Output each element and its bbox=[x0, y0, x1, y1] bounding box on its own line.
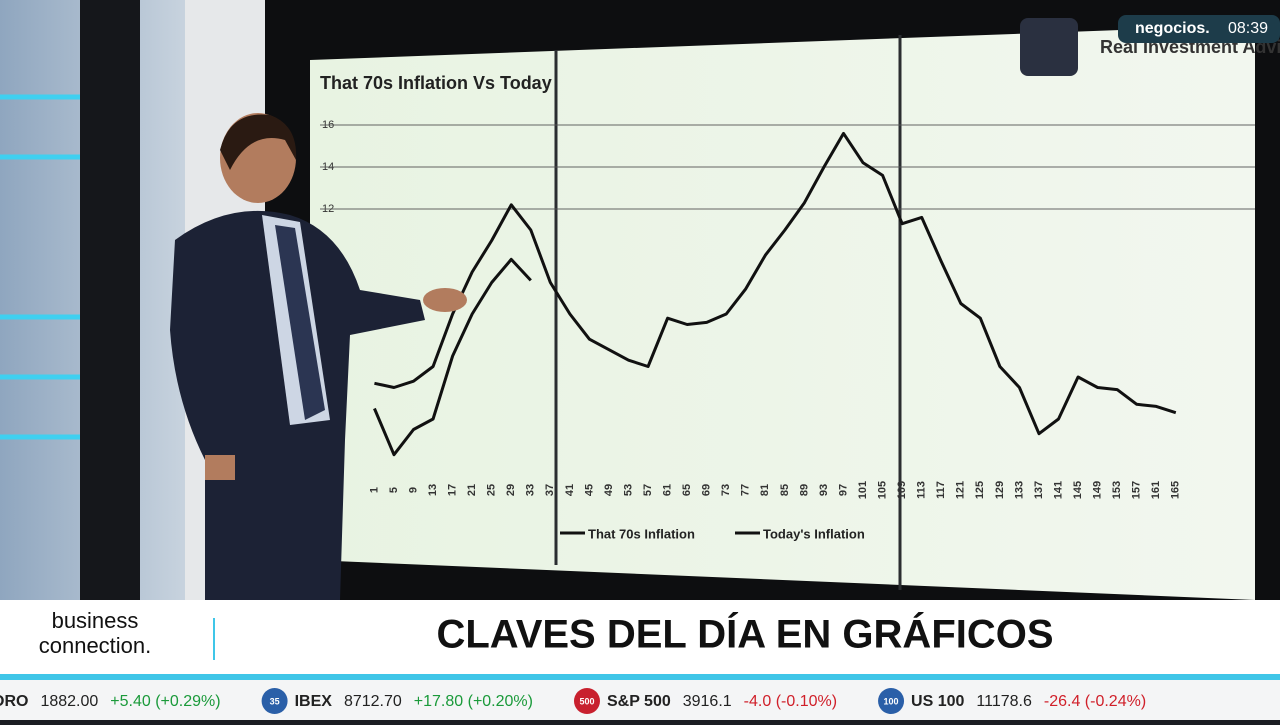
ticker-name: US 100 bbox=[911, 693, 964, 710]
x-tick-label: 93 bbox=[818, 484, 830, 496]
ticker-name: S&P 500 bbox=[607, 693, 671, 710]
x-tick-label: 85 bbox=[779, 484, 791, 496]
ticker-price: 8712.70 bbox=[344, 693, 402, 710]
x-tick-label: 153 bbox=[1111, 481, 1123, 499]
channel-badge bbox=[1118, 15, 1280, 43]
x-tick-label: 105 bbox=[877, 481, 889, 499]
x-tick-label: 125 bbox=[974, 481, 986, 499]
x-tick-label: 97 bbox=[837, 484, 849, 496]
ticker-badge-text: 500 bbox=[579, 696, 594, 706]
ticker-price: 1882.00 bbox=[40, 693, 98, 710]
brand-box: business connection. bbox=[38, 608, 152, 658]
x-tick-label: 25 bbox=[486, 484, 498, 496]
ticker-name: IBEX bbox=[295, 693, 333, 710]
screen-seams bbox=[554, 35, 902, 590]
ticker: ORO 1882.00 +5.40 (+0.29%) 35 IBEX 8712.70 +17… bbox=[0, 688, 1146, 714]
ticker-price: 3916.1 bbox=[683, 693, 732, 710]
x-tick-label: 21 bbox=[466, 484, 478, 496]
x-tick-label: 101 bbox=[857, 481, 869, 499]
x-tick-label: 165 bbox=[1170, 481, 1182, 499]
x-tick-label: 49 bbox=[603, 484, 615, 496]
x-tick-label: 81 bbox=[759, 484, 771, 496]
ticker-badge bbox=[878, 688, 905, 714]
x-tick-label: 89 bbox=[798, 484, 810, 496]
channel-name: negocios. bbox=[1135, 20, 1210, 37]
ticker-change: +5.40 (+0.29%) bbox=[110, 693, 220, 710]
legend-label: That 70s Inflation bbox=[588, 526, 695, 541]
x-tick-label: 157 bbox=[1131, 481, 1143, 499]
x-tick-label: 65 bbox=[681, 484, 693, 496]
ticker-badge bbox=[573, 688, 600, 714]
x-tick-label: 133 bbox=[1013, 481, 1025, 499]
ticker-bar bbox=[0, 680, 1280, 720]
x-tick-label: 141 bbox=[1052, 481, 1064, 499]
x-tick-label: 13 bbox=[427, 484, 439, 496]
x-tick-label: 109 bbox=[896, 481, 908, 499]
video-screen bbox=[310, 25, 1255, 600]
x-tick-label: 69 bbox=[701, 484, 713, 496]
x-tick-label: 57 bbox=[642, 484, 654, 496]
x-tick-label: 61 bbox=[662, 484, 674, 496]
x-tick-label: 77 bbox=[740, 484, 752, 496]
x-tick-label: 33 bbox=[525, 484, 537, 496]
lower-third-rule bbox=[0, 674, 1280, 680]
ticker-badge-text: 35 bbox=[270, 696, 280, 706]
ticker-price: 11178.6 bbox=[976, 693, 1032, 710]
x-tick-label: 45 bbox=[583, 484, 595, 496]
x-tick-label: 113 bbox=[916, 481, 928, 499]
x-tick-label: 161 bbox=[1150, 481, 1162, 499]
x-tick-label: 137 bbox=[1033, 481, 1045, 499]
x-tick-label: 129 bbox=[994, 481, 1006, 499]
headline: CLAVES DEL DÍA EN GRÁFICOS bbox=[436, 612, 1053, 657]
x-tick-label: 29 bbox=[505, 484, 517, 496]
chart-title: That 70s Inflation Vs Today bbox=[320, 73, 552, 93]
x-tick-label: 41 bbox=[564, 484, 576, 496]
x-tick-label: 53 bbox=[622, 484, 634, 496]
x-tick-label: 9 bbox=[407, 487, 419, 493]
x-tick-label: 5 bbox=[388, 487, 400, 493]
presenter bbox=[170, 113, 467, 600]
x-tick-label: 121 bbox=[955, 481, 967, 499]
x-tick-label: 73 bbox=[720, 484, 732, 496]
series-line bbox=[373, 257, 532, 457]
logo-mark bbox=[1020, 18, 1078, 76]
x-tick-label: 145 bbox=[1072, 481, 1084, 499]
x-tick-label: 149 bbox=[1092, 481, 1104, 499]
ticker-badge bbox=[261, 688, 288, 714]
pillar bbox=[80, 0, 140, 600]
ticker-name: ORO bbox=[0, 693, 28, 710]
legend-label: Today's Inflation bbox=[763, 526, 865, 541]
clock: 08:39 bbox=[1228, 20, 1268, 37]
ticker-change: +17.80 (+0.20%) bbox=[414, 693, 533, 710]
ticker-change: -4.0 (-0.10%) bbox=[744, 693, 837, 710]
ticker-change: -26.4 (-0.24%) bbox=[1044, 693, 1146, 710]
x-tick-label: 1 bbox=[368, 487, 380, 493]
x-tick-label: 17 bbox=[447, 484, 459, 496]
x-tick-label: 117 bbox=[935, 481, 947, 499]
ticker-badge-text: 100 bbox=[884, 696, 899, 706]
x-tick-label: 37 bbox=[544, 484, 556, 496]
brand: business connection. bbox=[38, 608, 152, 658]
series-line bbox=[374, 131, 1177, 436]
